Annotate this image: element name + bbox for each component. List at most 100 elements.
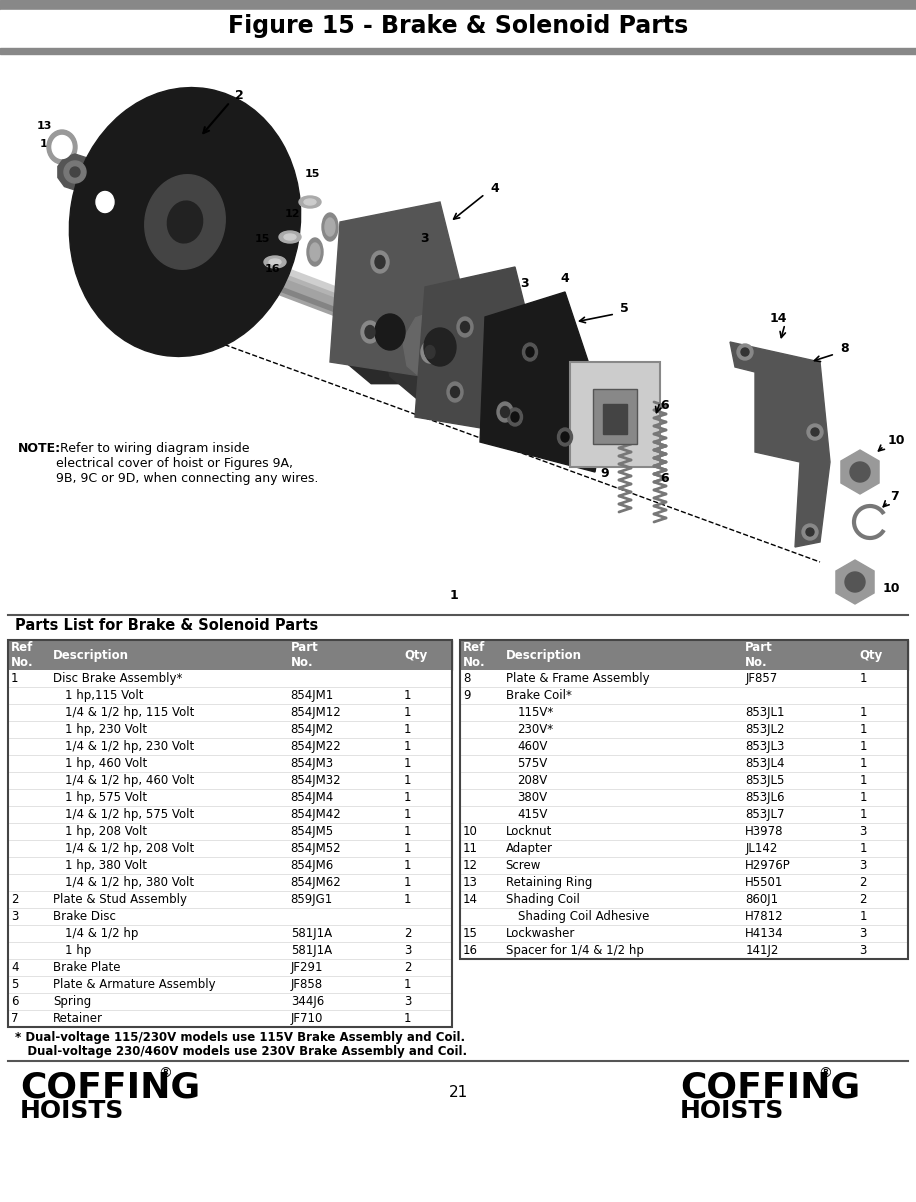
Text: Description: Description — [506, 649, 582, 661]
Text: 10: 10 — [883, 582, 900, 595]
Text: 11: 11 — [39, 139, 55, 149]
Bar — [460, 738, 908, 755]
Text: JF710: JF710 — [290, 1012, 323, 1025]
Bar — [8, 840, 452, 857]
Bar — [8, 704, 452, 721]
Bar — [460, 942, 908, 959]
Text: Retainer: Retainer — [53, 1012, 104, 1025]
Bar — [8, 857, 452, 874]
Text: 16: 16 — [265, 264, 280, 274]
Ellipse shape — [447, 382, 463, 401]
Text: 854JM12: 854JM12 — [290, 706, 342, 719]
Circle shape — [741, 349, 749, 356]
Bar — [8, 721, 452, 738]
Text: Dual-voltage 230/460V models use 230V Brake Assembly and Coil.: Dual-voltage 230/460V models use 230V Br… — [15, 1045, 467, 1058]
Text: 6: 6 — [660, 399, 669, 412]
Text: Part
No.: Part No. — [290, 641, 319, 670]
Text: 5: 5 — [11, 978, 18, 990]
Text: 1 hp: 1 hp — [65, 944, 92, 957]
Text: 1: 1 — [859, 757, 867, 770]
Text: 3: 3 — [520, 276, 529, 290]
Text: 2: 2 — [404, 927, 411, 940]
Bar — [8, 789, 452, 807]
Text: 3: 3 — [859, 859, 867, 871]
Text: 10: 10 — [888, 434, 906, 447]
Text: COFFING: COFFING — [20, 1071, 200, 1105]
Text: 4: 4 — [11, 962, 18, 974]
Text: 115V*: 115V* — [518, 706, 554, 719]
Ellipse shape — [371, 251, 389, 273]
Text: 380V: 380V — [518, 791, 548, 804]
Text: 1/4 & 1/2 hp, 230 Volt: 1/4 & 1/2 hp, 230 Volt — [65, 740, 194, 752]
Bar — [8, 639, 452, 670]
Bar — [8, 959, 452, 976]
Text: 854JM62: 854JM62 — [290, 876, 342, 889]
Text: 1 hp, 380 Volt: 1 hp, 380 Volt — [65, 859, 147, 871]
Text: 2: 2 — [859, 893, 867, 906]
Circle shape — [737, 344, 753, 361]
Text: Shading Coil: Shading Coil — [506, 893, 580, 906]
Bar — [460, 874, 908, 891]
Text: 859JG1: 859JG1 — [290, 893, 333, 906]
Text: 16: 16 — [463, 944, 478, 957]
Circle shape — [807, 424, 823, 440]
Text: Figure 15 - Brake & Solenoid Parts: Figure 15 - Brake & Solenoid Parts — [228, 14, 688, 38]
Text: 1 hp, 208 Volt: 1 hp, 208 Volt — [65, 825, 147, 838]
Text: 2: 2 — [404, 962, 411, 974]
Text: * Dual-voltage 115/230V models use 115V Brake Assembly and Coil.: * Dual-voltage 115/230V models use 115V … — [15, 1031, 465, 1045]
Text: 3: 3 — [859, 927, 867, 940]
Text: Adapter: Adapter — [506, 841, 552, 855]
Polygon shape — [415, 267, 545, 438]
Bar — [460, 926, 908, 942]
Bar — [460, 639, 908, 670]
Ellipse shape — [304, 200, 316, 206]
Text: 6: 6 — [660, 472, 669, 484]
Ellipse shape — [284, 234, 296, 240]
Text: 854JM4: 854JM4 — [290, 791, 334, 804]
Text: Description: Description — [53, 649, 129, 661]
Text: 1 hp, 460 Volt: 1 hp, 460 Volt — [65, 757, 147, 770]
Polygon shape — [730, 343, 830, 547]
Text: 1/4 & 1/2 hp: 1/4 & 1/2 hp — [65, 927, 138, 940]
Text: Brake Plate: Brake Plate — [53, 962, 121, 974]
Text: 11: 11 — [463, 841, 478, 855]
Bar — [8, 688, 452, 704]
Ellipse shape — [522, 343, 538, 361]
Text: 6: 6 — [11, 995, 18, 1008]
Bar — [8, 891, 452, 908]
Text: Plate & Armature Assembly: Plate & Armature Assembly — [53, 978, 216, 990]
Text: 1: 1 — [404, 825, 411, 838]
Bar — [460, 857, 908, 874]
Text: NOTE:: NOTE: — [18, 442, 61, 456]
Text: 1: 1 — [404, 706, 411, 719]
Bar — [8, 639, 452, 1027]
Text: 854JM22: 854JM22 — [290, 740, 342, 752]
Text: ®: ® — [158, 1067, 172, 1081]
Text: 1: 1 — [859, 791, 867, 804]
Text: 1: 1 — [404, 740, 411, 752]
Text: 4: 4 — [560, 272, 569, 285]
Text: 1: 1 — [404, 841, 411, 855]
Ellipse shape — [361, 321, 379, 343]
Text: 575V: 575V — [518, 757, 548, 770]
Bar — [8, 823, 452, 840]
Text: 5: 5 — [620, 302, 628, 315]
Bar — [8, 772, 452, 789]
Ellipse shape — [64, 161, 86, 183]
Text: 854JM3: 854JM3 — [290, 757, 333, 770]
Bar — [460, 789, 908, 807]
Text: Brake Coil*: Brake Coil* — [506, 689, 572, 702]
Text: 1/4 & 1/2 hp, 380 Volt: 1/4 & 1/2 hp, 380 Volt — [65, 876, 194, 889]
Bar — [593, 389, 637, 444]
Text: 1: 1 — [859, 808, 867, 821]
Ellipse shape — [96, 191, 114, 213]
Text: Screw: Screw — [506, 859, 541, 871]
Text: 3: 3 — [420, 232, 429, 245]
Text: 3: 3 — [404, 995, 411, 1008]
Text: 1: 1 — [404, 1012, 411, 1025]
Ellipse shape — [299, 196, 321, 208]
Text: 1: 1 — [859, 706, 867, 719]
Ellipse shape — [365, 326, 375, 339]
Text: 581J1A: 581J1A — [290, 944, 332, 957]
Bar — [8, 755, 452, 772]
